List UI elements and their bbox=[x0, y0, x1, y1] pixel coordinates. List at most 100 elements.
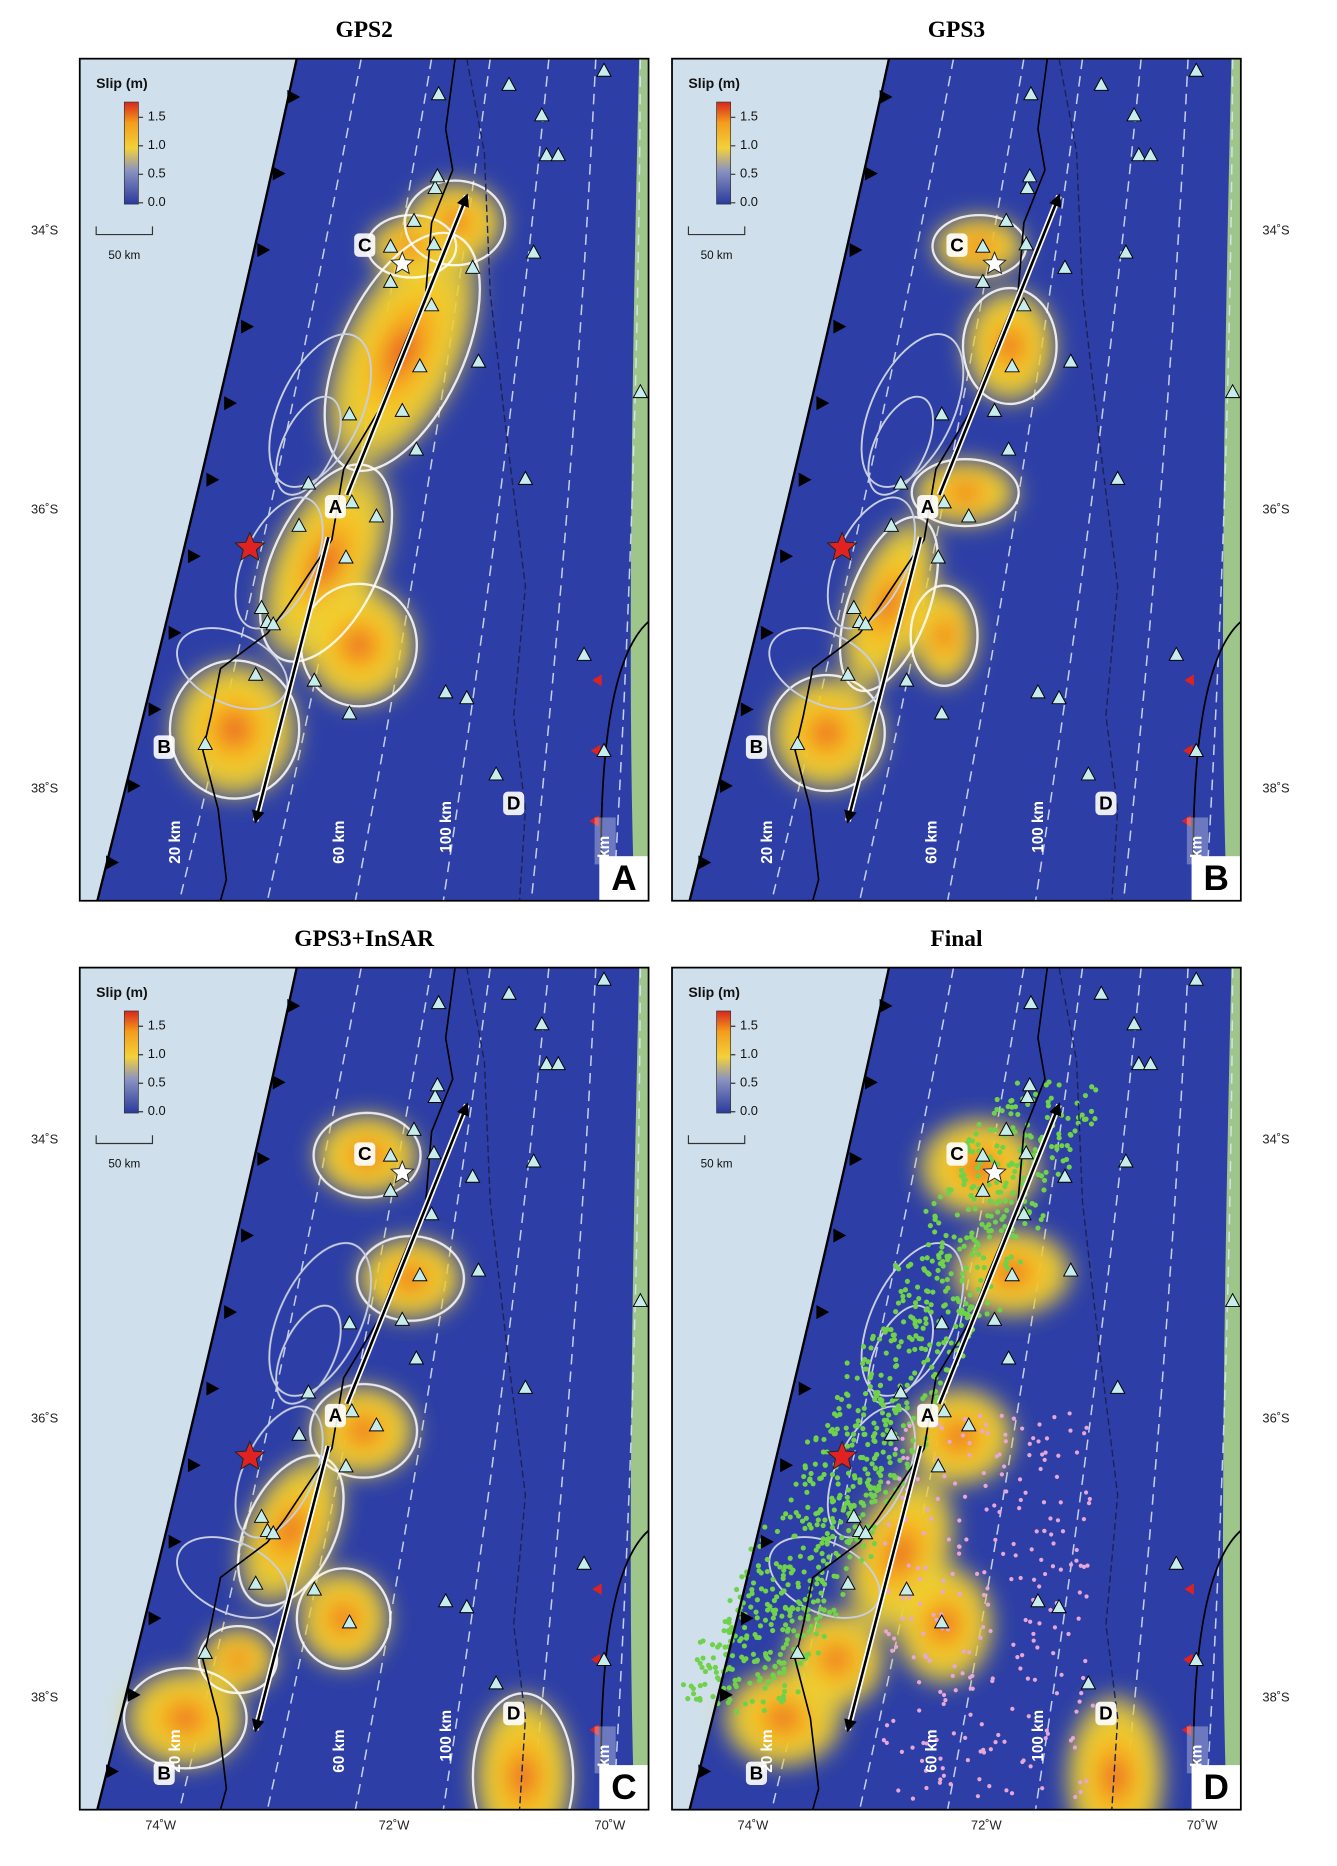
aftershock bbox=[844, 1425, 849, 1430]
aftershock bbox=[893, 1364, 898, 1369]
aftershock-deep bbox=[1088, 1497, 1092, 1501]
aftershock-deep bbox=[953, 1664, 957, 1668]
depth-label: km bbox=[1188, 836, 1205, 858]
aftershock-deep bbox=[984, 1507, 988, 1511]
aftershock bbox=[959, 1311, 964, 1316]
panel-title: GPS2 bbox=[336, 17, 393, 43]
aftershock bbox=[891, 1473, 896, 1478]
aftershock-deep bbox=[1083, 1659, 1087, 1663]
aftershock-deep bbox=[982, 1471, 986, 1475]
aftershock bbox=[765, 1602, 770, 1607]
aftershock-deep bbox=[1009, 1577, 1013, 1581]
map-panel: ABCD20 km60 km100 kmkmSlip (m)1.51.00.50… bbox=[672, 968, 1290, 1865]
aftershock bbox=[749, 1591, 754, 1596]
aftershock bbox=[852, 1503, 857, 1508]
aftershock bbox=[880, 1410, 885, 1415]
aftershock bbox=[994, 1201, 999, 1206]
aftershock bbox=[765, 1557, 770, 1562]
aftershock bbox=[741, 1658, 746, 1663]
aftershock-deep bbox=[942, 1474, 946, 1478]
aftershock-deep bbox=[882, 1738, 886, 1742]
aftershock-deep bbox=[976, 1794, 980, 1798]
aftershock bbox=[1029, 1135, 1034, 1140]
aftershock bbox=[1009, 1098, 1014, 1103]
aftershock bbox=[791, 1534, 796, 1539]
aftershock-deep bbox=[918, 1602, 922, 1606]
aftershock bbox=[969, 1230, 974, 1235]
panel-letter: D bbox=[1203, 1768, 1228, 1807]
aftershock bbox=[727, 1685, 732, 1690]
aftershock bbox=[821, 1449, 826, 1454]
aftershock bbox=[885, 1327, 890, 1332]
aftershock bbox=[966, 1207, 971, 1212]
aftershock bbox=[973, 1206, 978, 1211]
panel-letter: B bbox=[1203, 859, 1228, 898]
latitude-label: 38˚S bbox=[1262, 1690, 1289, 1705]
aftershock bbox=[892, 1337, 897, 1342]
aftershock bbox=[763, 1665, 768, 1670]
region-label: D bbox=[507, 793, 521, 814]
aftershock-deep bbox=[953, 1481, 957, 1485]
aftershock bbox=[933, 1214, 938, 1219]
aftershock bbox=[706, 1663, 711, 1668]
aftershock-deep bbox=[1019, 1576, 1023, 1580]
aftershock bbox=[1035, 1226, 1040, 1231]
aftershock bbox=[789, 1570, 794, 1575]
aftershock bbox=[1072, 1128, 1077, 1133]
aftershock bbox=[1054, 1146, 1059, 1151]
aftershock bbox=[782, 1689, 787, 1694]
aftershock bbox=[788, 1610, 793, 1615]
aftershock bbox=[1065, 1143, 1070, 1148]
aftershock bbox=[816, 1650, 821, 1655]
aftershock bbox=[924, 1300, 929, 1305]
aftershock bbox=[702, 1682, 707, 1687]
aftershock bbox=[771, 1675, 776, 1680]
aftershock bbox=[872, 1541, 877, 1546]
aftershock-deep bbox=[1004, 1489, 1008, 1493]
aftershock bbox=[941, 1304, 946, 1309]
region-label: A bbox=[329, 496, 343, 517]
aftershock bbox=[836, 1406, 841, 1411]
aftershock bbox=[1045, 1115, 1050, 1120]
aftershock bbox=[744, 1633, 749, 1638]
aftershock bbox=[836, 1481, 841, 1486]
aftershock-deep bbox=[1069, 1563, 1073, 1567]
region-label: C bbox=[950, 234, 964, 255]
aftershock bbox=[859, 1500, 864, 1505]
aftershock bbox=[766, 1679, 771, 1684]
aftershock-deep bbox=[975, 1572, 979, 1576]
aftershock bbox=[699, 1665, 704, 1670]
aftershock bbox=[896, 1301, 901, 1306]
aftershock bbox=[822, 1582, 827, 1587]
aftershock-deep bbox=[981, 1625, 985, 1629]
aftershock bbox=[873, 1466, 878, 1471]
aftershock-deep bbox=[993, 1538, 997, 1542]
aftershock bbox=[796, 1584, 801, 1589]
aftershock bbox=[816, 1565, 821, 1570]
aftershock bbox=[783, 1605, 788, 1610]
aftershock bbox=[944, 1336, 949, 1341]
aftershock-deep bbox=[900, 1496, 904, 1500]
colorbar bbox=[717, 102, 731, 204]
colorbar bbox=[124, 1011, 138, 1113]
aftershock-deep bbox=[923, 1566, 927, 1570]
aftershock-deep bbox=[1061, 1529, 1065, 1533]
aftershock bbox=[837, 1493, 842, 1498]
aftershock bbox=[852, 1473, 857, 1478]
aftershock-deep bbox=[1017, 1506, 1021, 1510]
colorbar-label: 0.0 bbox=[740, 1103, 758, 1118]
aftershock bbox=[925, 1289, 930, 1294]
aftershock bbox=[857, 1480, 862, 1485]
aftershock bbox=[784, 1641, 789, 1646]
aftershock-deep bbox=[1078, 1780, 1082, 1784]
aftershock-deep bbox=[1075, 1548, 1079, 1552]
aftershock-deep bbox=[1029, 1764, 1033, 1768]
aftershock-deep bbox=[1079, 1691, 1083, 1695]
aftershock bbox=[988, 1199, 993, 1204]
aftershock bbox=[1049, 1096, 1054, 1101]
aftershock bbox=[759, 1570, 764, 1575]
aftershock bbox=[721, 1628, 726, 1633]
aftershock-deep bbox=[968, 1675, 972, 1679]
aftershock bbox=[988, 1127, 993, 1132]
aftershock bbox=[930, 1290, 935, 1295]
